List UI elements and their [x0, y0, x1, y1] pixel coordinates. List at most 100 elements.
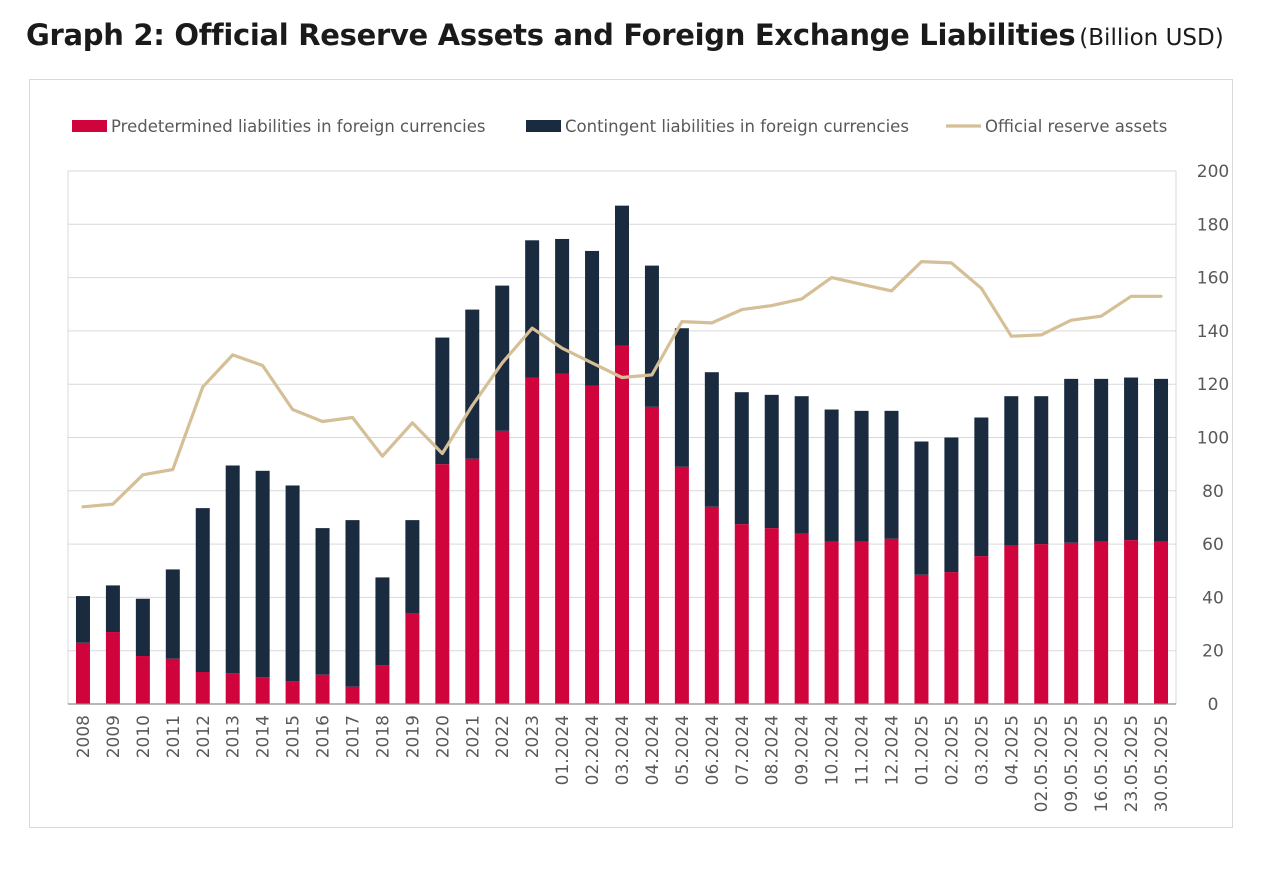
bar-predetermined-10.2024 — [824, 541, 839, 704]
bar-contingent-23.05.2025 — [1124, 377, 1139, 541]
y-tick-label-140: 140 — [1197, 322, 1229, 342]
bar-contingent-03.2024 — [615, 205, 629, 346]
point-reserves-06.2024 — [710, 321, 714, 325]
bar-contingent-2017 — [345, 520, 360, 687]
legend-swatch-contingent — [526, 120, 561, 132]
x-tick-label-2013: 2013 — [224, 715, 244, 758]
point-reserves-2018 — [381, 454, 384, 458]
bar-predetermined-2012 — [195, 672, 210, 704]
point-reserves-2011 — [171, 468, 175, 471]
bar-contingent-06.2024 — [704, 372, 719, 507]
bar-contingent-30.05.2025 — [1154, 378, 1169, 542]
point-reserves-09.2024 — [800, 297, 804, 301]
bar-predetermined-09.05.2025 — [1064, 542, 1079, 704]
bar-predetermined-08.2024 — [764, 528, 779, 704]
bar-predetermined-12.2024 — [884, 538, 899, 704]
point-reserves-16.05.2025 — [1099, 314, 1103, 318]
point-reserves-04.2025 — [1009, 334, 1013, 338]
bar-contingent-03.2025 — [974, 417, 989, 557]
point-reserves-2015 — [291, 408, 294, 411]
bar-predetermined-2014 — [255, 677, 270, 704]
bar-contingent-2013 — [225, 465, 240, 674]
bar-predetermined-09.2024 — [794, 533, 809, 704]
bar-predetermined-2021 — [465, 458, 480, 704]
point-reserves-04.2024 — [650, 373, 654, 377]
bar-predetermined-30.05.2025 — [1154, 541, 1169, 704]
point-reserves-03.2024 — [620, 376, 624, 379]
point-reserves-2020 — [440, 452, 444, 455]
x-tick-label-09.05.2025: 09.05.2025 — [1062, 715, 1082, 812]
bar-predetermined-02.05.2025 — [1034, 544, 1049, 704]
x-tick-label-2014: 2014 — [254, 715, 274, 758]
x-tick-label-10.2024: 10.2024 — [823, 715, 843, 785]
point-reserves-2022 — [500, 361, 504, 365]
bar-predetermined-04.2025 — [1004, 545, 1019, 704]
point-reserves-2009 — [111, 502, 115, 506]
legend-label-predetermined: Predetermined liabilities in foreign cur… — [111, 117, 486, 136]
chart-frame — [29, 79, 1233, 828]
bar-predetermined-2010 — [135, 656, 150, 704]
bar-predetermined-05.2024 — [674, 466, 689, 704]
bar-contingent-02.05.2025 — [1034, 396, 1049, 545]
point-reserves-03.2025 — [979, 286, 983, 290]
x-tick-label-03.2024: 03.2024 — [613, 715, 633, 785]
y-tick-label-100: 100 — [1197, 429, 1229, 449]
x-tick-label-2019: 2019 — [403, 715, 423, 758]
bar-contingent-10.2024 — [824, 409, 839, 542]
point-reserves-12.2024 — [890, 289, 893, 293]
bar-contingent-02.2025 — [944, 437, 959, 573]
x-tick-label-08.2024: 08.2024 — [763, 715, 783, 785]
bar-predetermined-2011 — [165, 658, 180, 704]
bar-contingent-01.2024 — [555, 238, 570, 374]
bar-contingent-2020 — [435, 337, 450, 465]
bar-contingent-07.2024 — [734, 392, 749, 525]
chart-title-main: Graph 2: Official Reserve Assets and For… — [26, 18, 1076, 52]
point-reserves-01.2025 — [920, 260, 923, 264]
bar-predetermined-2017 — [345, 686, 360, 704]
y-tick-label-80: 80 — [1202, 482, 1224, 502]
bar-contingent-04.2024 — [644, 265, 659, 407]
x-tick-label-04.2024: 04.2024 — [643, 715, 663, 785]
bar-predetermined-06.2024 — [704, 506, 719, 704]
bar-predetermined-2018 — [375, 665, 390, 704]
y-tick-label-40: 40 — [1202, 588, 1224, 608]
bar-contingent-08.2024 — [764, 394, 779, 529]
point-reserves-2023 — [530, 326, 534, 330]
x-tick-label-12.2024: 12.2024 — [883, 715, 903, 785]
legend-label-reserves: Official reserve assets — [985, 117, 1167, 136]
bar-contingent-16.05.2025 — [1094, 378, 1109, 542]
y-tick-label-0: 0 — [1208, 695, 1219, 715]
point-reserves-08.2024 — [770, 304, 774, 307]
point-reserves-2012 — [201, 385, 205, 389]
point-reserves-05.2024 — [680, 320, 684, 323]
x-tick-label-01.2024: 01.2024 — [553, 715, 573, 785]
bar-contingent-12.2024 — [884, 410, 899, 539]
bar-predetermined-2008 — [75, 642, 90, 704]
bar-predetermined-07.2024 — [734, 524, 749, 704]
bar-contingent-2023 — [525, 240, 540, 378]
bar-contingent-11.2024 — [854, 410, 869, 542]
x-tick-label-02.2024: 02.2024 — [583, 715, 603, 785]
point-reserves-09.05.2025 — [1069, 318, 1073, 322]
x-tick-label-02.2025: 02.2025 — [942, 715, 962, 785]
x-tick-label-2021: 2021 — [463, 715, 483, 758]
x-tick-label-04.2025: 04.2025 — [1002, 715, 1022, 785]
bar-contingent-2022 — [495, 285, 510, 431]
y-tick-label-160: 160 — [1197, 269, 1229, 289]
bar-contingent-2016 — [315, 528, 330, 675]
x-tick-label-23.05.2025: 23.05.2025 — [1122, 715, 1142, 812]
point-reserves-02.05.2025 — [1039, 333, 1043, 337]
chart-title: Graph 2: Official Reserve Assets and For… — [26, 18, 1224, 52]
point-reserves-01.2024 — [560, 346, 564, 350]
x-tick-label-09.2024: 09.2024 — [793, 715, 813, 785]
bar-contingent-2011 — [165, 569, 180, 659]
bar-predetermined-02.2024 — [585, 385, 600, 704]
point-reserves-2021 — [470, 404, 474, 407]
y-tick-label-200: 200 — [1197, 162, 1229, 182]
bar-contingent-2015 — [285, 485, 300, 682]
x-tick-label-07.2024: 07.2024 — [733, 715, 753, 785]
x-tick-label-2020: 2020 — [433, 715, 453, 758]
bar-contingent-05.2024 — [674, 328, 689, 467]
x-tick-label-2017: 2017 — [343, 715, 363, 758]
x-tick-label-03.2025: 03.2025 — [972, 715, 992, 785]
